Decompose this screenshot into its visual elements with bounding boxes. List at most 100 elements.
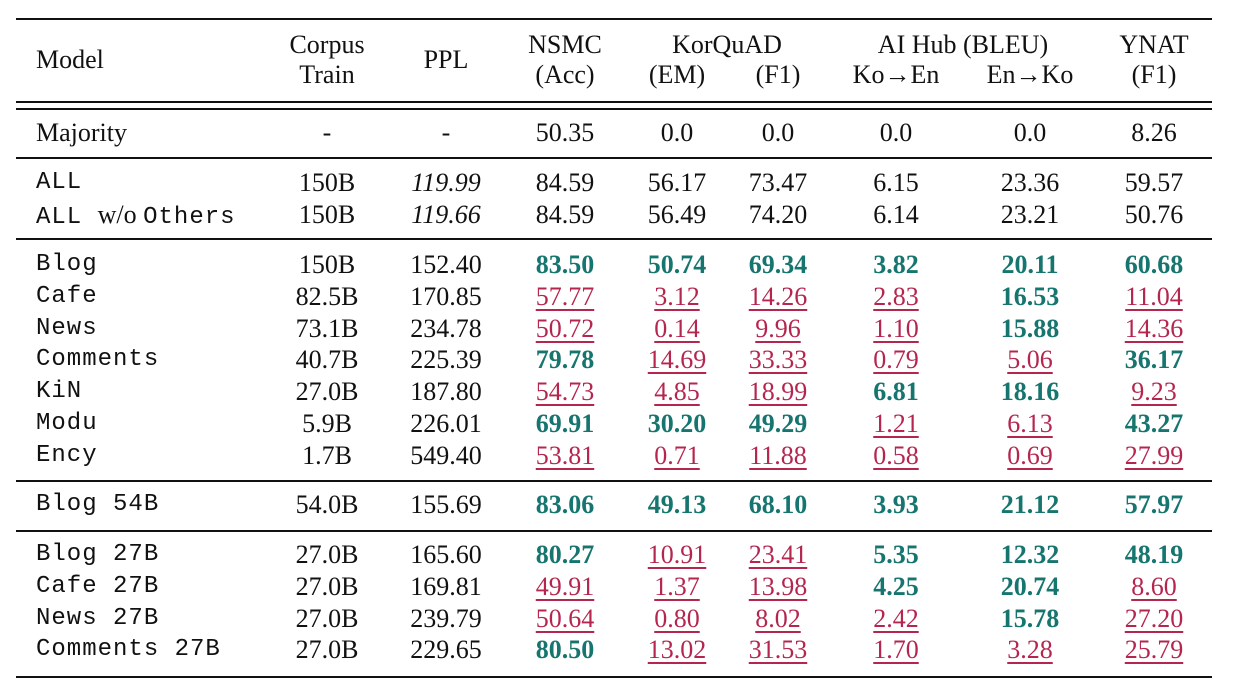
score-ynat-f1: 50.76 bbox=[1124, 199, 1184, 229]
model-name: KiN bbox=[36, 378, 83, 406]
corpus-train: 82.5B bbox=[295, 281, 359, 311]
score-ynat-f1: 9.23 bbox=[1131, 377, 1177, 407]
score-korquad-f1: 73.47 bbox=[748, 168, 808, 197]
score-aihub-en-ko: 0.0 bbox=[1013, 118, 1047, 147]
header-ynat: YNAT bbox=[1119, 30, 1189, 59]
score-ynat-f1: 27.99 bbox=[1124, 440, 1184, 470]
score-nsmc-acc: 69.91 bbox=[535, 409, 595, 438]
score-korquad-em: 56.17 bbox=[647, 168, 707, 197]
score-aihub-ko-en: 6.81 bbox=[873, 377, 919, 407]
header-ppl: PPL bbox=[423, 45, 469, 74]
header-en-ko: En→Ko bbox=[986, 60, 1074, 89]
ppl-value: 119.99 bbox=[411, 168, 481, 197]
score-aihub-ko-en: 0.58 bbox=[873, 440, 919, 470]
corpus-train: 40.7B bbox=[295, 345, 359, 375]
score-nsmc-acc: 54.73 bbox=[535, 377, 595, 407]
group-divider bbox=[16, 238, 1212, 240]
corpus-train: 54.0B bbox=[295, 490, 359, 519]
ppl-value: 234.78 bbox=[410, 313, 482, 343]
score-aihub-ko-en: 4.25 bbox=[873, 571, 919, 601]
score-aihub-en-ko: 5.06 bbox=[1007, 345, 1053, 375]
score-korquad-f1: 13.98 bbox=[748, 571, 808, 601]
score-nsmc-acc: 53.81 bbox=[535, 440, 595, 470]
score-ynat-f1: 60.68 bbox=[1124, 250, 1184, 279]
score-ynat-f1: 11.04 bbox=[1125, 281, 1183, 311]
score-ynat-f1: 59.57 bbox=[1124, 168, 1184, 197]
score-aihub-ko-en: 1.70 bbox=[873, 635, 919, 665]
score-korquad-em: 0.80 bbox=[654, 603, 700, 633]
score-korquad-f1: 49.29 bbox=[748, 409, 808, 438]
score-aihub-en-ko: 0.69 bbox=[1007, 440, 1053, 470]
model-name-part: Others bbox=[143, 203, 236, 231]
header-ynat-f1: (F1) bbox=[1131, 60, 1177, 89]
score-aihub-en-ko: 20.74 bbox=[1000, 571, 1060, 601]
score-korquad-f1: 11.88 bbox=[749, 440, 807, 470]
score-ynat-f1: 48.19 bbox=[1124, 540, 1184, 569]
score-korquad-em: 30.20 bbox=[647, 409, 707, 438]
score-aihub-ko-en: 3.93 bbox=[873, 490, 919, 519]
model-name: Comments bbox=[36, 346, 160, 374]
ppl-value: 165.60 bbox=[410, 540, 482, 569]
score-korquad-em: 13.02 bbox=[647, 635, 707, 665]
score-nsmc-acc: 83.06 bbox=[535, 490, 595, 519]
score-nsmc-acc: 57.77 bbox=[535, 281, 595, 311]
header-model: Model bbox=[36, 45, 104, 74]
header-corpus: Corpus bbox=[289, 30, 365, 59]
corpus-train: 1.7B bbox=[302, 440, 352, 470]
group-divider bbox=[16, 480, 1212, 482]
score-aihub-ko-en: 1.10 bbox=[873, 313, 919, 343]
corpus-train: 27.0B bbox=[295, 540, 359, 569]
score-aihub-en-ko: 6.13 bbox=[1007, 409, 1053, 438]
corpus-train: 27.0B bbox=[295, 603, 359, 633]
corpus-train: 150B bbox=[298, 250, 356, 279]
model-name-part: w/o bbox=[97, 199, 144, 229]
model-name: Cafe bbox=[36, 282, 98, 310]
score-aihub-ko-en: 2.42 bbox=[873, 603, 919, 633]
score-nsmc-acc: 50.72 bbox=[535, 313, 595, 343]
ppl-value: 229.65 bbox=[410, 635, 482, 665]
model-name: ALL w/o Others bbox=[36, 200, 236, 233]
corpus-train: 27.0B bbox=[295, 571, 359, 601]
score-ynat-f1: 8.26 bbox=[1131, 118, 1177, 147]
score-aihub-ko-en: 2.83 bbox=[873, 281, 919, 311]
ppl-value: 549.40 bbox=[410, 440, 482, 470]
model-name: ALL bbox=[36, 169, 83, 196]
score-korquad-f1: 0.0 bbox=[761, 118, 795, 147]
group-divider bbox=[16, 530, 1212, 532]
corpus-train: 27.0B bbox=[295, 377, 359, 407]
score-nsmc-acc: 79.78 bbox=[535, 345, 595, 375]
score-aihub-en-ko: 3.28 bbox=[1007, 635, 1053, 665]
ppl-value: 187.80 bbox=[410, 377, 482, 407]
header-double-rule-bottom bbox=[16, 108, 1212, 110]
ppl-value: 119.66 bbox=[411, 199, 481, 229]
ppl-value: 155.69 bbox=[410, 490, 482, 519]
score-korquad-f1: 23.41 bbox=[748, 540, 808, 569]
score-aihub-en-ko: 15.88 bbox=[1000, 313, 1060, 343]
score-aihub-en-ko: 21.12 bbox=[1000, 490, 1060, 519]
score-aihub-en-ko: 20.11 bbox=[1001, 250, 1059, 279]
score-korquad-f1: 74.20 bbox=[748, 199, 808, 229]
score-korquad-f1: 68.10 bbox=[748, 490, 808, 519]
score-ynat-f1: 14.36 bbox=[1124, 313, 1184, 343]
score-korquad-f1: 69.34 bbox=[748, 250, 808, 279]
model-name: Comments 27B bbox=[36, 636, 221, 664]
header-aihub: AI Hub (BLEU) bbox=[877, 30, 1049, 59]
score-korquad-em: 1.37 bbox=[654, 571, 700, 601]
ppl-value: 239.79 bbox=[410, 603, 482, 633]
corpus-train: - bbox=[322, 118, 332, 147]
header-korquad-f1: (F1) bbox=[755, 60, 801, 89]
score-korquad-em: 0.0 bbox=[660, 118, 694, 147]
score-nsmc-acc: 49.91 bbox=[535, 571, 595, 601]
score-aihub-ko-en: 0.79 bbox=[873, 345, 919, 375]
score-nsmc-acc: 50.35 bbox=[535, 118, 595, 147]
score-aihub-ko-en: 6.15 bbox=[873, 168, 919, 197]
score-korquad-f1: 18.99 bbox=[748, 377, 808, 407]
score-aihub-en-ko: 12.32 bbox=[1000, 540, 1060, 569]
model-name: Blog bbox=[36, 251, 98, 278]
score-korquad-em: 3.12 bbox=[654, 281, 700, 311]
score-aihub-ko-en: 6.14 bbox=[873, 199, 919, 229]
score-aihub-ko-en: 5.35 bbox=[873, 540, 919, 569]
score-korquad-em: 10.91 bbox=[647, 540, 707, 569]
score-korquad-em: 0.14 bbox=[654, 313, 700, 343]
bottom-rule bbox=[16, 676, 1212, 678]
